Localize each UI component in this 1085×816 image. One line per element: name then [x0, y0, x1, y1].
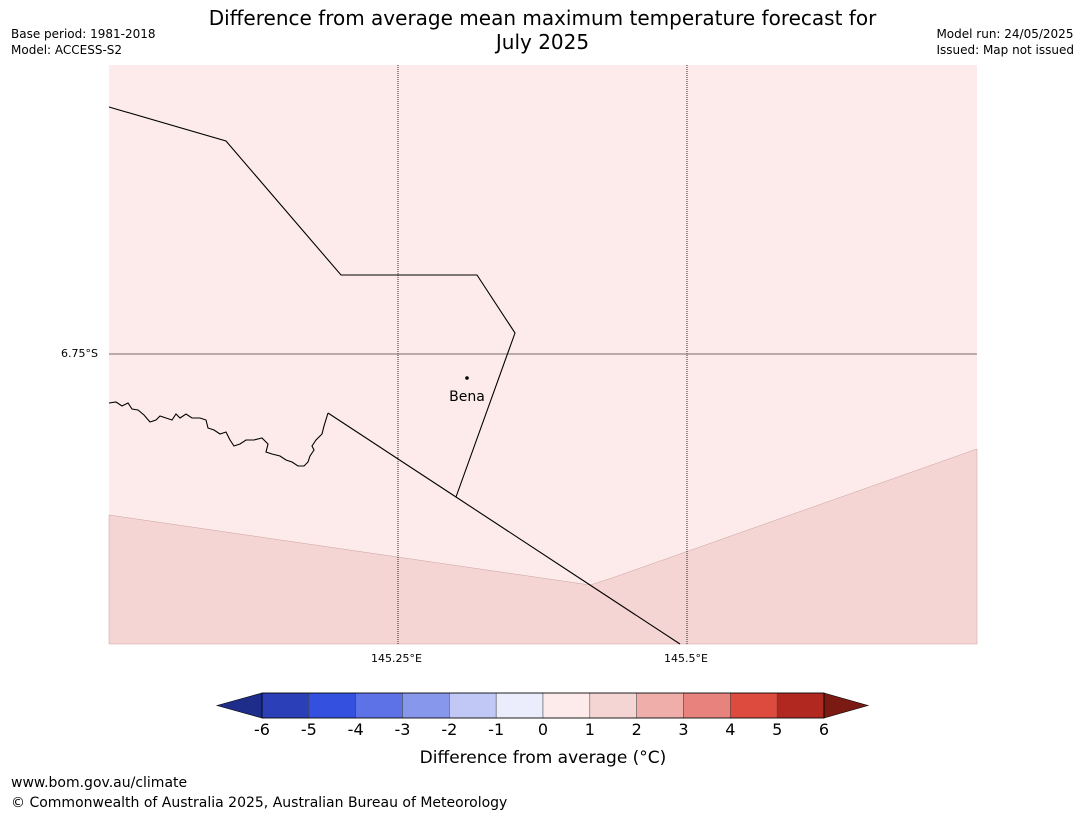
- colorbar-segment: [261, 692, 310, 719]
- colorbar-tick-label: 5: [772, 720, 783, 739]
- colorbar-segment: [495, 692, 544, 719]
- colorbar-segment: [308, 692, 356, 719]
- colorbar-segment: [730, 692, 778, 719]
- colorbar-segment: [355, 692, 403, 719]
- model-run: Model run: 24/05/2025: [936, 27, 1074, 41]
- bena-label: Bena: [449, 389, 485, 405]
- colorbar-tick-label: -2: [441, 720, 458, 739]
- colorbar-tick-label: 3: [678, 720, 689, 739]
- colorbar-segment: [402, 692, 450, 719]
- title-line-2: July 2025: [495, 30, 590, 54]
- river-boundary: [108, 401, 329, 467]
- colorbar-tick-label: -6: [254, 720, 270, 739]
- province-boundary: [108, 106, 516, 498]
- colorbar-segment: [542, 692, 591, 719]
- latitude-label: 6.75°S: [61, 347, 98, 360]
- colorbar-segment: [589, 692, 637, 719]
- colorbar-tick-label: 6: [818, 720, 830, 739]
- colorbar-tick-label: -5: [300, 720, 317, 739]
- model-name: Model: ACCESS-S2: [11, 43, 123, 57]
- colorbar-tick-label: -3: [394, 720, 411, 739]
- colorbar-tick-label: 0: [537, 720, 549, 739]
- colorbar-segment: [636, 692, 684, 719]
- colorbar-arrow-high: [823, 692, 870, 719]
- bena-marker: [465, 376, 469, 380]
- footer-copyright: © Commonwealth of Australia 2025, Austra…: [11, 795, 508, 811]
- colorbar-outline: [261, 692, 825, 719]
- issued-status: Issued: Map not issued: [936, 43, 1074, 57]
- map-title: Difference from average mean maximum tem…: [170, 6, 915, 54]
- colorbar: [215, 692, 870, 719]
- colorbar-tick-label: 4: [725, 720, 736, 739]
- title-line-1: Difference from average mean maximum tem…: [208, 6, 877, 30]
- longitude-label-145-5: 145.5°E: [664, 652, 708, 665]
- colorbar-tick-label: 1: [584, 720, 595, 739]
- colorbar-segment: [683, 692, 731, 719]
- footer-url[interactable]: www.bom.gov.au/climate: [11, 775, 188, 791]
- colorbar-title: Difference from average (°C): [419, 748, 667, 768]
- meta-left: Base period: 1981-2018 Model: ACCESS-S2: [11, 26, 156, 58]
- district-boundary: [327, 412, 681, 645]
- colorbar-tick-label: -1: [488, 720, 505, 739]
- colorbar-segment: [449, 692, 497, 719]
- base-period: Base period: 1981-2018: [11, 27, 156, 41]
- colorbar-segment: [776, 692, 825, 719]
- colorbar-tick-label: 2: [631, 720, 642, 739]
- meta-right: Model run: 24/05/2025 Issued: Map not is…: [936, 26, 1074, 58]
- colorbar-arrow-low: [215, 692, 263, 719]
- colorbar-tick-label: -4: [347, 720, 364, 739]
- longitude-label-145-25: 145.25°E: [371, 652, 422, 665]
